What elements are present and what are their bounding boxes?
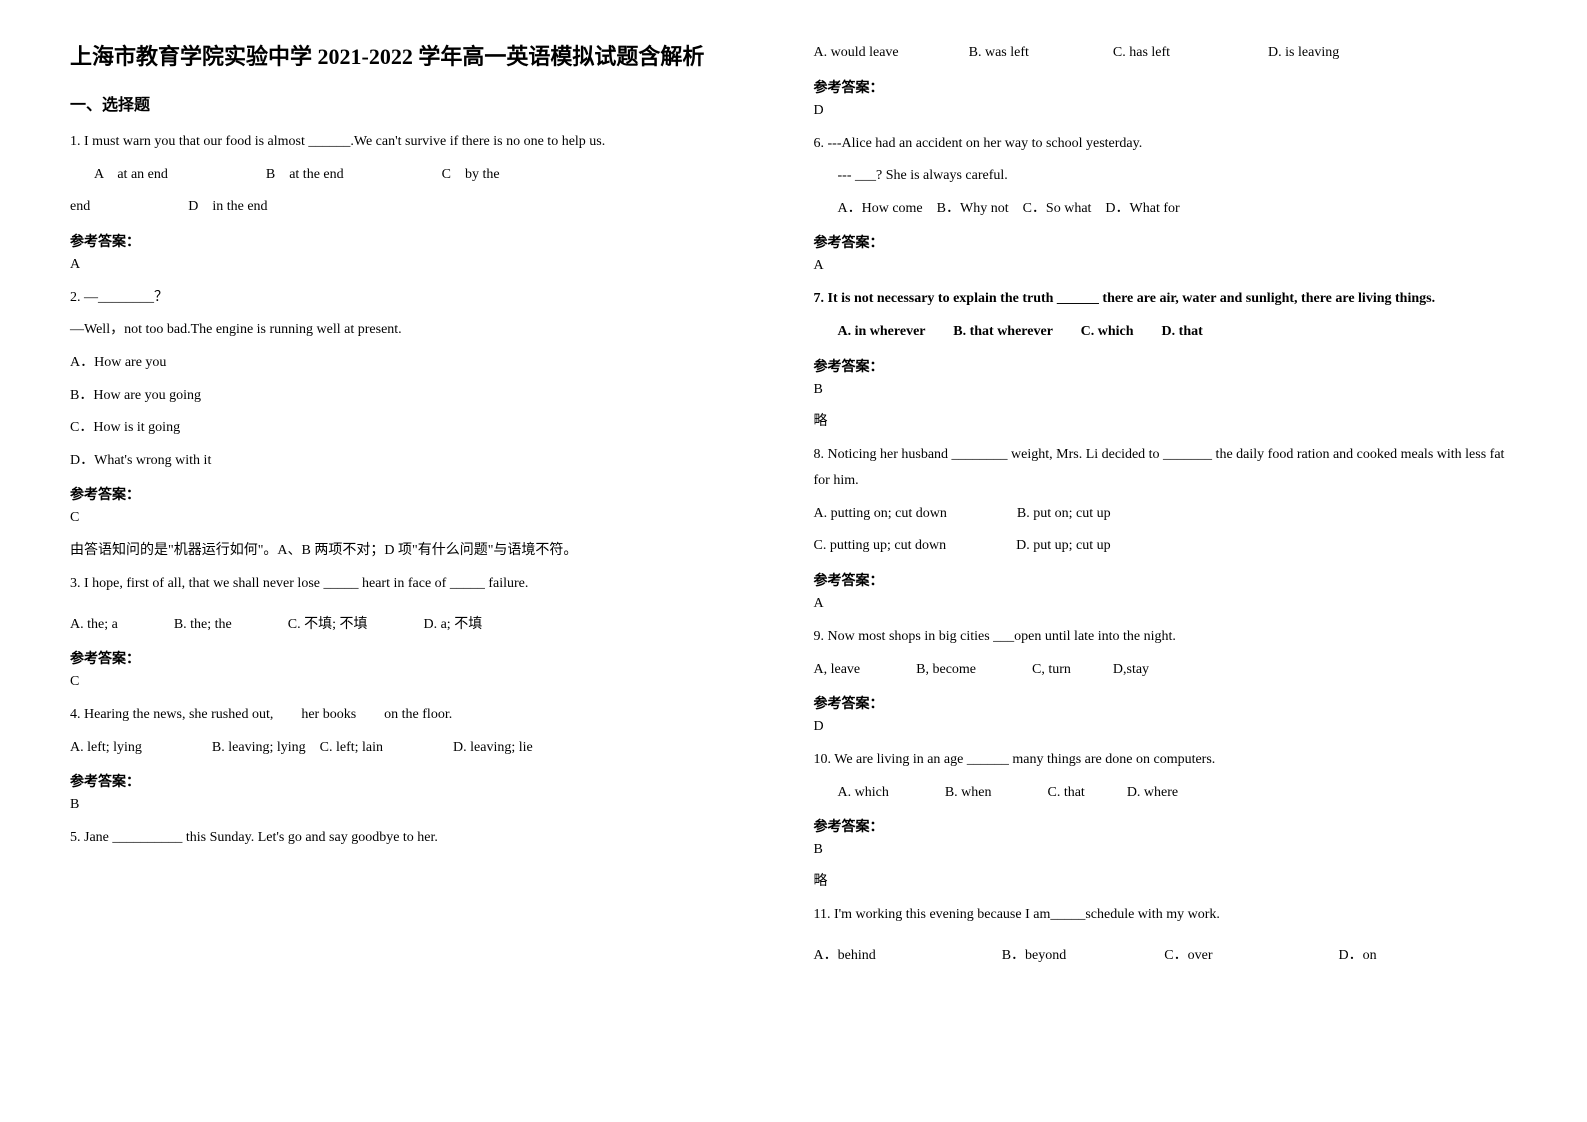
q6-stem-1: 6. ---Alice had an accident on her way t… (814, 131, 1518, 158)
section-heading: 一、选择题 (70, 91, 774, 115)
q10-opts: A. which B. when C. that D. where (814, 780, 1518, 807)
q10-stem: 10. We are living in an age ______ many … (814, 747, 1518, 774)
q8-optsA: A. putting on; cut down B. put on; cut u… (814, 501, 1518, 528)
q10-omit: 略 (814, 870, 1518, 890)
q9-opts: A, leave B, become C, turn D,stay (814, 657, 1518, 684)
q1-stem: 1. I must warn you that our food is almo… (70, 129, 774, 156)
answer-label: 参考答案： (70, 771, 774, 791)
answer-label: 参考答案： (70, 231, 774, 251)
q4-answer: B (70, 797, 774, 813)
q11-stem: 11. I'm working this evening because I a… (814, 902, 1518, 929)
answer-label: 参考答案： (70, 484, 774, 504)
q11-opts: A．behind B．beyond C．over D．on (814, 943, 1518, 970)
q9-answer: D (814, 719, 1518, 735)
answer-label: 参考答案： (814, 356, 1518, 376)
q2-optC: C．How is it going (70, 415, 774, 442)
q8-optsB: C. putting up; cut down D. put up; cut u… (814, 533, 1518, 560)
q4-opts: A. left; lying B. leaving; lying C. left… (70, 735, 774, 762)
answer-label: 参考答案： (814, 570, 1518, 590)
q2-answer: C (70, 510, 774, 526)
q9-stem: 9. Now most shops in big cities ___open … (814, 624, 1518, 651)
q2-optA: A．How are you (70, 350, 774, 377)
q6-stem-2: --- ___? She is always careful. (814, 163, 1518, 190)
left-column: 上海市教育学院实验中学 2021-2022 学年高一英语模拟试题含解析 一、选择… (50, 40, 794, 1082)
q1-answer: A (70, 257, 774, 273)
q7-omit: 略 (814, 410, 1518, 430)
q6-opts: A．How come B．Why not C．So what D．What fo… (814, 196, 1518, 223)
q1-opts-2: end D in the end (70, 194, 774, 221)
q5-opts: A. would leave B. was left C. has left D… (814, 40, 1518, 67)
q8-answer: A (814, 596, 1518, 612)
q6-answer: A (814, 258, 1518, 274)
q3-stem: 3. I hope, first of all, that we shall n… (70, 571, 774, 598)
q2-optB: B．How are you going (70, 383, 774, 410)
q8-stem: 8. Noticing her husband ________ weight,… (814, 442, 1518, 495)
q7-answer: B (814, 382, 1518, 398)
q3-answer: C (70, 674, 774, 690)
q5-stem: 5. Jane __________ this Sunday. Let's go… (70, 825, 774, 852)
q7-stem: 7. It is not necessary to explain the tr… (814, 286, 1518, 313)
q3-opts: A. the; a B. the; the C. 不填; 不填 D. a; 不填 (70, 612, 774, 639)
right-column: A. would leave B. was left C. has left D… (794, 40, 1538, 1082)
q2-stem-1: 2. —________？ (70, 285, 774, 312)
answer-label: 参考答案： (814, 77, 1518, 97)
q2-stem-2: —Well，not too bad.The engine is running … (70, 317, 774, 344)
answer-label: 参考答案： (814, 816, 1518, 836)
answer-label: 参考答案： (814, 693, 1518, 713)
q7-opts: A. in wherever B. that wherever C. which… (814, 319, 1518, 346)
q10-answer: B (814, 842, 1518, 858)
q1-opts-1: A at an end B at the end C by the (70, 162, 774, 189)
q2-explain: 由答语知问的是"机器运行如何"。A、B 两项不对；D 项"有什么问题"与语境不符… (70, 538, 774, 565)
q5-answer: D (814, 103, 1518, 119)
q4-stem: 4. Hearing the news, she rushed out, her… (70, 702, 774, 729)
answer-label: 参考答案： (814, 232, 1518, 252)
exam-title: 上海市教育学院实验中学 2021-2022 学年高一英语模拟试题含解析 (70, 40, 774, 73)
answer-label: 参考答案： (70, 648, 774, 668)
q2-optD: D．What's wrong with it (70, 448, 774, 475)
